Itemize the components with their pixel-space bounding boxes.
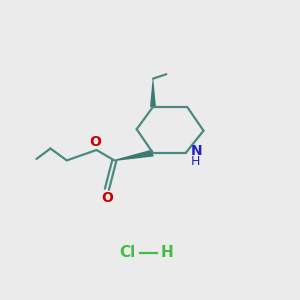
Polygon shape	[150, 79, 156, 107]
Text: Cl: Cl	[120, 245, 136, 260]
Text: H: H	[191, 155, 200, 168]
Polygon shape	[114, 149, 154, 161]
Text: N: N	[191, 144, 202, 158]
Text: O: O	[101, 191, 113, 205]
Text: O: O	[89, 135, 101, 149]
Text: H: H	[161, 245, 174, 260]
